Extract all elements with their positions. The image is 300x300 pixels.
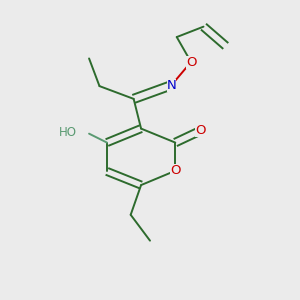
- Text: N: N: [167, 79, 176, 92]
- Text: O: O: [195, 124, 206, 137]
- Text: O: O: [186, 56, 196, 68]
- Text: HO: HO: [59, 126, 77, 139]
- Text: O: O: [170, 164, 181, 177]
